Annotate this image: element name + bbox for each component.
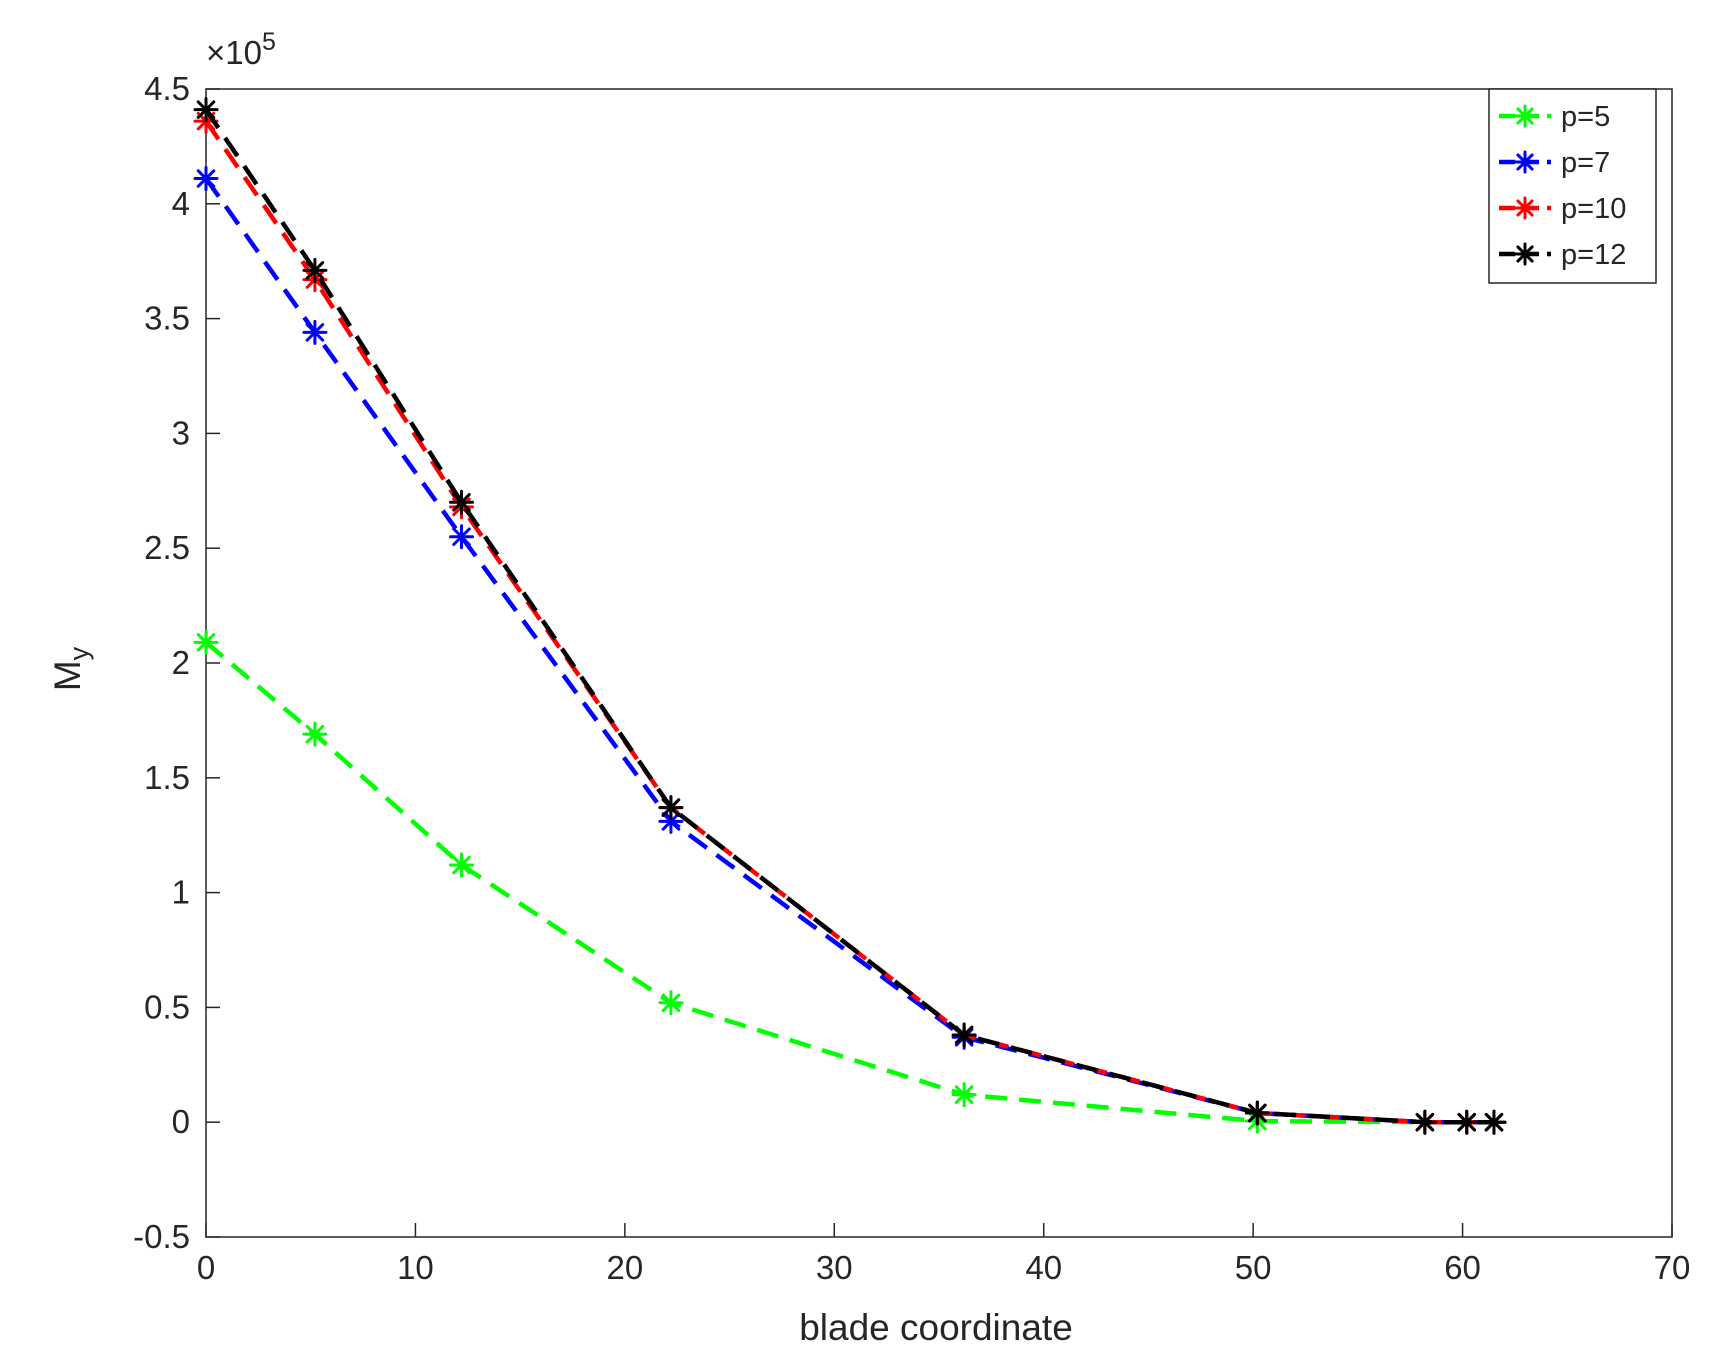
y-tick-label: 3 [172,414,190,451]
legend-item: p=10 [1499,193,1626,225]
data-point-marker [1244,1100,1270,1126]
y-tick-label: 0.5 [144,988,190,1025]
series-line [204,108,1494,1125]
y-exponent-base: ×10 [206,34,262,71]
data-point-marker [1513,104,1537,128]
data-point-marker [658,795,684,821]
data-point-marker [193,97,219,123]
y-axis-label-main: M [47,660,88,691]
legend-item: p=12 [1499,239,1626,271]
x-tick-label: 60 [1444,1249,1481,1286]
series-p-5 [193,629,1507,1135]
data-point-marker [1513,242,1537,266]
legend-item: p=5 [1499,101,1610,133]
y-tick-label: 1.5 [144,759,190,796]
data-point-marker [1513,150,1537,174]
series-p-10 [193,108,1507,1135]
data-point-marker [449,489,475,515]
data-point-marker [658,990,684,1016]
plot-area [205,88,1673,1238]
y-tick-label: 0 [172,1103,190,1140]
data-point-marker [193,166,219,192]
data-point-marker [449,852,475,878]
legend-label: p=10 [1561,193,1626,225]
x-tick-label: 40 [1025,1249,1062,1286]
y-axis-label-subscript: y [64,646,94,660]
y-tick-label: 1 [172,874,190,911]
x-tick-label: 0 [197,1249,215,1286]
series-line [204,640,1494,1125]
legend-item: p=7 [1499,147,1610,179]
y-tick-label: 2.5 [144,529,190,566]
y-tick-label: -0.5 [133,1218,190,1255]
data-point-marker [449,524,475,550]
y-exponent-label: ×105 [206,28,276,71]
data-point-marker [951,1082,977,1108]
data-point-marker [1481,1109,1507,1135]
x-tick-label: 10 [397,1249,434,1286]
data-point-marker [302,257,328,283]
data-point-marker [302,319,328,345]
data-point-marker [193,629,219,655]
y-tick-label: 2 [172,644,190,681]
x-tick-label: 50 [1235,1249,1272,1286]
legend-label: p=5 [1561,101,1610,133]
data-point-marker [951,1022,977,1048]
plot-border [205,88,1673,1238]
series-layer [193,97,1507,1135]
legend: p=5 p=7 p=10 p=12 [1488,88,1657,284]
legend-box [1488,88,1657,284]
y-tick-label: 4.5 [144,70,190,107]
x-axis-label: blade coordinate [799,1307,1073,1348]
x-tick-label: 70 [1654,1249,1691,1286]
y-tick-label: 4 [172,185,190,222]
series-p-12 [193,97,1507,1135]
series-p-7 [193,166,1507,1135]
x-axis: 0 10 20 30 40 50 60 70 [197,1223,1691,1286]
legend-label: p=7 [1561,147,1610,179]
data-point-marker [1513,196,1537,220]
legend-label: p=12 [1561,239,1626,271]
data-point-marker [1412,1109,1438,1135]
y-axis: -0.5 0 0.5 1 1.5 2 2.5 3 3.5 4 4.5 [133,70,220,1255]
x-tick-label: 20 [606,1249,643,1286]
data-point-marker [302,721,328,747]
series-line [204,177,1494,1125]
y-exponent-power: 5 [262,28,276,56]
series-line [204,119,1494,1125]
y-axis-label: My [47,646,94,691]
x-tick-label: 30 [816,1249,853,1286]
data-point-marker [1454,1109,1480,1135]
y-tick-label: 3.5 [144,300,190,337]
